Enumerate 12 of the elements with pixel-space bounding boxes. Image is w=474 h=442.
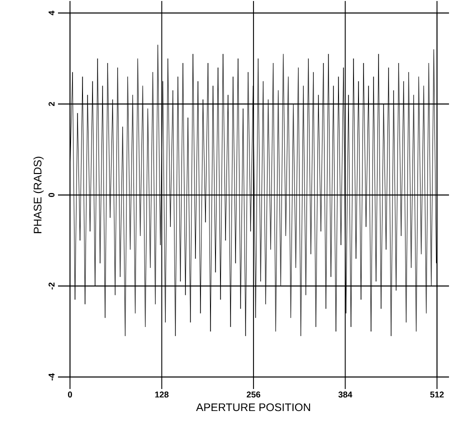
x-axis-title: APERTURE POSITION bbox=[196, 403, 310, 412]
y-tick-label: 0 bbox=[48, 192, 54, 198]
y-tick-label: -2 bbox=[48, 282, 54, 290]
y-tick-label: 4 bbox=[48, 10, 54, 16]
y-tick-label: -4 bbox=[48, 373, 54, 380]
y-tick-label: 2 bbox=[48, 102, 54, 106]
x-tick-label: 512 bbox=[430, 392, 444, 398]
x-tick-label: 0 bbox=[68, 392, 72, 398]
x-tick-label: 384 bbox=[338, 392, 352, 398]
y-axis-title: PHASE (RADS) bbox=[33, 156, 44, 234]
x-tick-label: 256 bbox=[246, 392, 260, 398]
x-tick-label: 128 bbox=[155, 392, 169, 398]
